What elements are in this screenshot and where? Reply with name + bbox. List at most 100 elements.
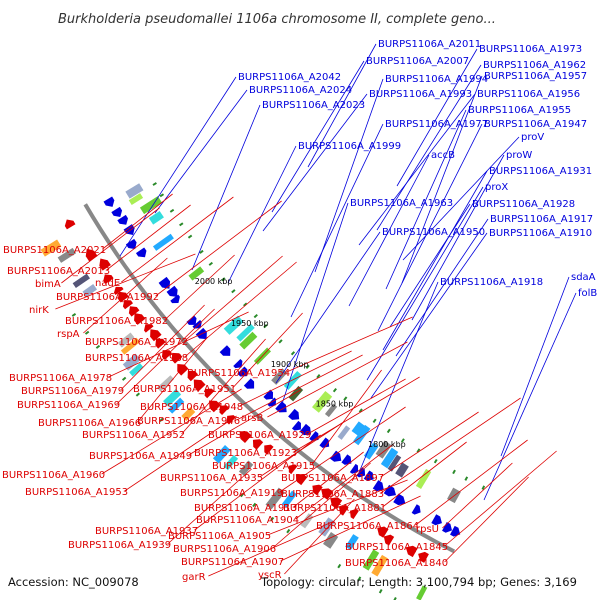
feature-block <box>156 375 175 392</box>
feature-block <box>387 454 402 472</box>
forward-gene-arrow <box>383 484 397 497</box>
feature-block <box>139 196 162 215</box>
feature-block <box>148 210 164 225</box>
feature-block <box>281 490 297 508</box>
reverse-gene-label: BURPS1106A_A1913 <box>194 503 297 514</box>
forward-gene-arrow <box>442 521 453 533</box>
feature-block <box>363 442 379 460</box>
forward-gene-label: BURPS1106A_A2042 <box>238 72 341 83</box>
reverse-gene-label: BURPS1106A_A1905 <box>168 531 271 542</box>
reverse-leader-line <box>61 207 160 284</box>
label-leader-lines <box>55 43 577 577</box>
forward-leader-line <box>370 232 488 399</box>
forward-gene-arrow <box>195 327 207 340</box>
feature-block <box>300 513 314 529</box>
minor-marker <box>452 469 456 475</box>
forward-gene-arrow <box>123 224 135 235</box>
forward-gene-label: proX <box>485 182 508 193</box>
minor-marker <box>121 376 127 381</box>
forward-leader-line <box>395 218 489 357</box>
reverse-leader-line <box>444 450 557 547</box>
reverse-gene-arrow <box>377 526 389 538</box>
reverse-leader-line <box>295 443 394 520</box>
reverse-leader-line <box>415 439 528 526</box>
minor-marker <box>159 193 165 198</box>
reverse-gene-label: BURPS1106A_A1946 <box>137 416 240 427</box>
minor-marker <box>343 396 348 401</box>
reverse-leader-line <box>55 253 196 310</box>
forward-leader-line <box>376 64 482 231</box>
reverse-leader-line <box>280 495 421 562</box>
feature-block <box>122 353 141 371</box>
forward-gene-arrow <box>341 454 352 465</box>
minor-marker <box>253 313 258 319</box>
feature-block <box>312 390 333 413</box>
forward-leader-line <box>119 76 237 257</box>
reverse-gene-label: BURPS1106A_A1949 <box>89 451 192 462</box>
backbone-arc <box>83 203 456 554</box>
reverse-gene-label: BURPS1106A_A1881 <box>283 503 386 514</box>
feature-block <box>40 239 62 257</box>
reverse-gene-arrow <box>193 379 206 392</box>
minor-marker <box>84 330 90 335</box>
forward-gene-arrow <box>291 420 301 431</box>
minor-marker <box>337 563 342 569</box>
reverse-leader-line <box>188 389 301 456</box>
reverse-leader-line <box>284 498 355 575</box>
reverse-gene-arrow <box>171 352 183 364</box>
reverse-gene-arrow <box>144 324 154 333</box>
forward-leader-line <box>262 93 368 232</box>
reverse-leader-line <box>102 193 173 250</box>
reverse-gene-label: BURPS1106A_A1906 <box>173 544 276 555</box>
forward-gene-arrow <box>170 294 180 304</box>
reverse-gene-label: BURPS1106A_A1979 <box>21 386 124 397</box>
reverse-leader-line <box>293 451 364 508</box>
minor-marker <box>358 408 363 413</box>
forward-gene-label: BURPS1106A_A1918 <box>440 277 543 288</box>
forward-gene-label: accB <box>431 150 455 161</box>
reverse-leader-line <box>121 196 234 283</box>
reverse-gene-label: BURPS1106A_A1864 <box>316 521 419 532</box>
minor-marker <box>270 516 275 522</box>
reverse-gene-arrow <box>418 551 429 563</box>
forward-gene-arrow <box>243 378 255 389</box>
forward-gene-label: BURPS1106A_A2007 <box>366 56 469 67</box>
reverse-leader-line <box>184 255 283 342</box>
minor-marker <box>433 458 438 464</box>
feature-block <box>117 332 135 348</box>
forward-gene-label: folB <box>578 288 597 299</box>
reverse-gene-label: BURPS1106A_A1929 <box>208 430 311 441</box>
reverse-gene-arrow <box>128 306 140 317</box>
reverse-leader-line <box>286 316 413 373</box>
reverse-leader-line <box>106 204 191 271</box>
reverse-gene-label: BURPS1106A_A2021 <box>3 245 106 256</box>
reverse-gene-arrow <box>134 313 146 325</box>
map-title: Burkholderia pseudomallei 1106a chromoso… <box>58 12 496 27</box>
minor-marker <box>278 339 283 344</box>
forward-gene-arrow <box>349 463 359 474</box>
reverse-leader-line <box>124 415 237 492</box>
forward-leader-line <box>396 48 478 187</box>
forward-leader-line <box>154 89 248 214</box>
reverse-gene-arrow <box>113 286 124 295</box>
forward-leader-line <box>500 276 570 457</box>
forward-gene-label: BURPS1106A_A2011 <box>378 39 481 50</box>
forward-leader-line <box>307 43 377 168</box>
reverse-gene-label: BURPS1106A_A1954 <box>187 368 290 379</box>
minor-marker <box>481 485 486 490</box>
reverse-gene-arrow <box>64 219 76 230</box>
reverse-leader-line <box>279 406 406 493</box>
reverse-gene-label: BURPS1106A_A1969 <box>17 400 120 411</box>
reverse-gene-label: BURPS1106A_A1953 <box>25 487 128 498</box>
forward-leader-line <box>279 202 349 411</box>
forward-leader-line <box>191 104 261 271</box>
reverse-leader-line <box>184 261 297 358</box>
forward-gene-label: BURPS1106A_A1955 <box>468 105 571 116</box>
forward-gene-label: BURPS1106A_A1956 <box>477 89 580 100</box>
forward-gene-arrow <box>186 315 197 325</box>
forward-gene-label: BURPS1106A_A1973 <box>479 44 582 55</box>
reverse-leader-line <box>208 520 335 577</box>
reverse-gene-label: BURPS1106A_A1992 <box>56 292 159 303</box>
reverse-gene-label: BURPS1106A_A1978 <box>9 373 112 384</box>
